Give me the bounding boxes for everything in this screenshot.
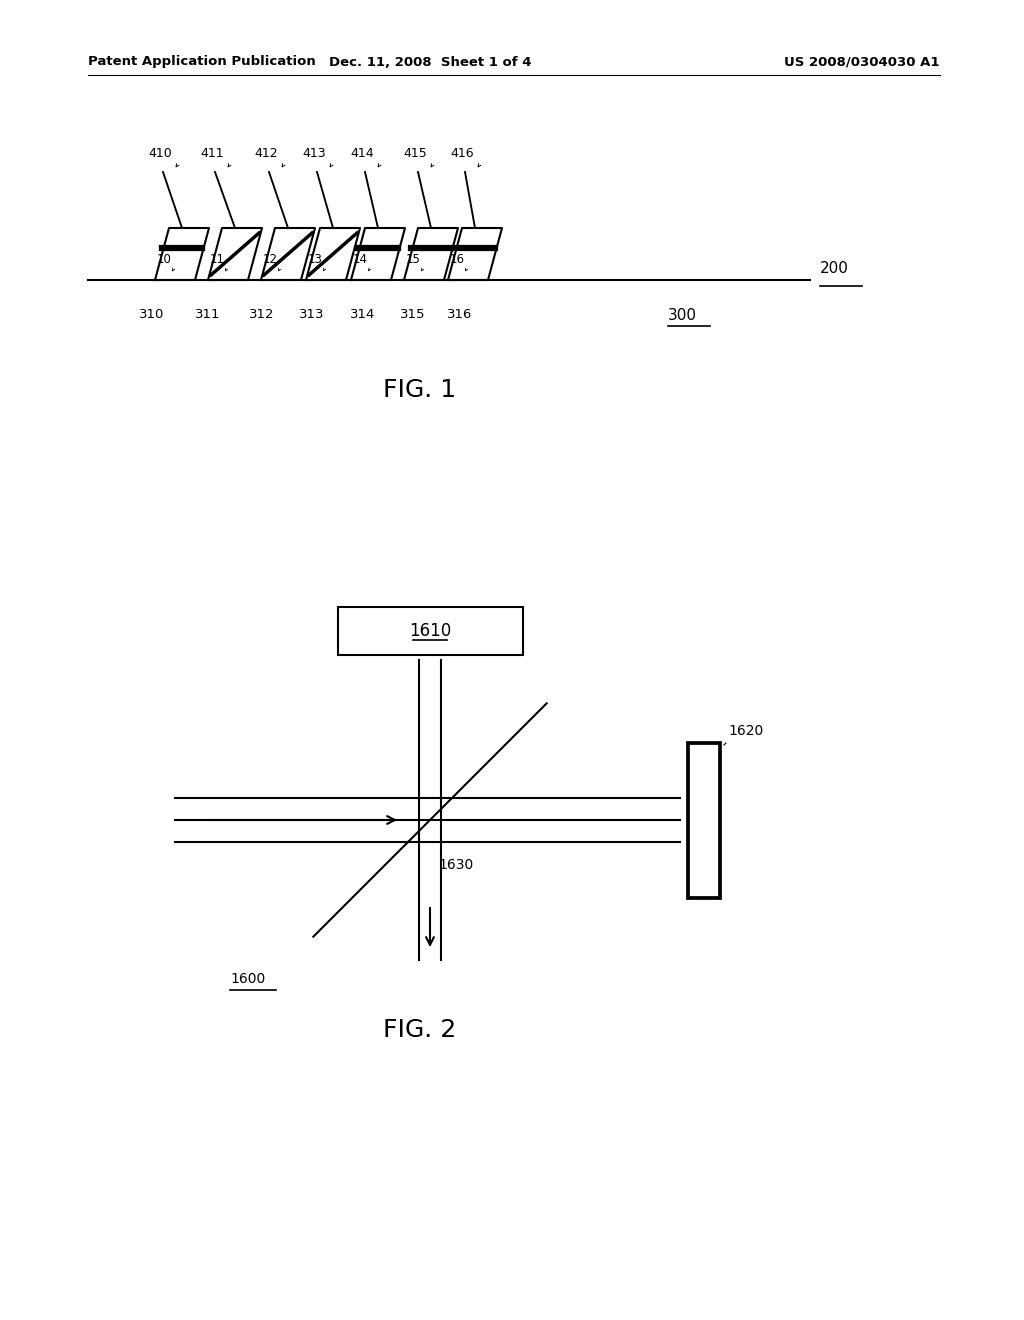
Text: 310: 310 <box>139 308 165 321</box>
Text: 412: 412 <box>254 147 278 160</box>
Text: 315: 315 <box>400 308 426 321</box>
Text: Dec. 11, 2008  Sheet 1 of 4: Dec. 11, 2008 Sheet 1 of 4 <box>329 55 531 69</box>
Text: 311: 311 <box>196 308 221 321</box>
Text: 13: 13 <box>308 253 323 267</box>
Text: 10: 10 <box>157 253 172 267</box>
Text: Patent Application Publication: Patent Application Publication <box>88 55 315 69</box>
Text: 12: 12 <box>263 253 278 267</box>
Text: 16: 16 <box>450 253 465 267</box>
Text: 1630: 1630 <box>438 858 473 873</box>
Text: 200: 200 <box>820 261 849 276</box>
Bar <box>688 743 720 898</box>
Text: FIG. 2: FIG. 2 <box>383 1018 457 1041</box>
Text: 1610: 1610 <box>409 622 452 640</box>
Text: 413: 413 <box>302 147 326 160</box>
Text: 414: 414 <box>350 147 374 160</box>
Text: 313: 313 <box>299 308 325 321</box>
Text: 316: 316 <box>447 308 473 321</box>
Bar <box>338 607 523 655</box>
Text: 11: 11 <box>210 253 225 267</box>
Text: 14: 14 <box>353 253 368 267</box>
Text: 1600: 1600 <box>230 972 265 986</box>
Text: 15: 15 <box>406 253 421 267</box>
Text: 416: 416 <box>450 147 474 160</box>
Text: 410: 410 <box>148 147 172 160</box>
Text: 415: 415 <box>403 147 427 160</box>
Text: 314: 314 <box>350 308 376 321</box>
Text: FIG. 1: FIG. 1 <box>383 378 457 403</box>
Text: 411: 411 <box>200 147 223 160</box>
Text: 300: 300 <box>668 308 697 323</box>
Text: 312: 312 <box>249 308 274 321</box>
Text: US 2008/0304030 A1: US 2008/0304030 A1 <box>784 55 940 69</box>
Text: 1620: 1620 <box>728 723 763 738</box>
